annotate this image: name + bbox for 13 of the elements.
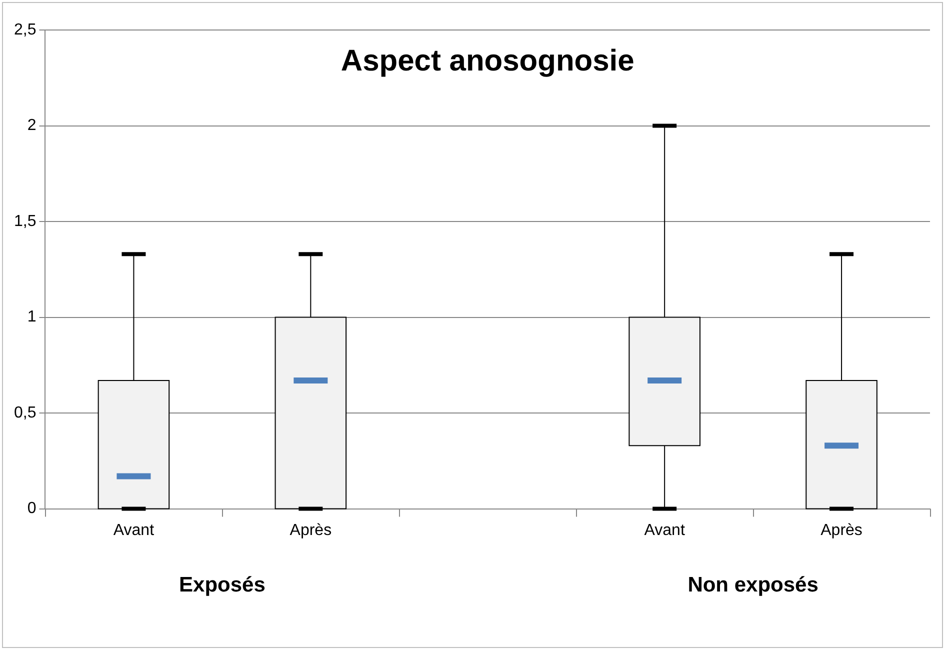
x-tick-label: Après <box>820 522 862 539</box>
text: Exposés <box>179 574 266 597</box>
x-tick-label: Avant <box>113 522 155 539</box>
y-tick-label: 0 <box>27 500 36 518</box>
y-tick-label: 2 <box>27 117 36 134</box>
x-tick-label: Après <box>290 522 332 539</box>
text: Non exposés <box>688 574 818 597</box>
text: Aspect anosognosie <box>340 44 634 78</box>
y-tick-label: 0,5 <box>14 404 36 422</box>
x-tick-label: Avant <box>644 522 686 539</box>
y-tick-label: 1,5 <box>14 212 36 230</box>
y-tick-label: 2,5 <box>14 21 36 38</box>
y-tick-label: 1 <box>27 308 36 326</box>
